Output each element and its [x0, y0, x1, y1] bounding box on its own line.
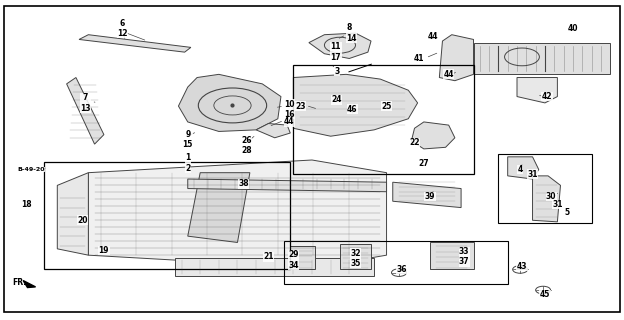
Polygon shape [430, 243, 474, 269]
Polygon shape [340, 244, 371, 269]
Polygon shape [309, 33, 371, 59]
Text: 1
2: 1 2 [185, 154, 190, 173]
Text: 19: 19 [99, 246, 109, 255]
FancyBboxPatch shape [4, 6, 620, 312]
Polygon shape [293, 74, 417, 136]
Polygon shape [439, 35, 474, 81]
Polygon shape [508, 157, 539, 179]
Polygon shape [392, 182, 461, 208]
Polygon shape [290, 246, 315, 269]
Text: 30: 30 [546, 192, 557, 201]
Polygon shape [175, 258, 374, 276]
Text: 38: 38 [238, 179, 249, 188]
Text: 33
37: 33 37 [459, 247, 469, 267]
Polygon shape [178, 74, 281, 132]
Text: 24: 24 [331, 95, 342, 104]
Text: 20: 20 [77, 216, 87, 225]
Text: 25: 25 [381, 101, 392, 111]
Text: FR.: FR. [12, 278, 27, 287]
Text: 32
35: 32 35 [350, 249, 361, 268]
Text: 40: 40 [568, 24, 578, 33]
Text: 36: 36 [397, 265, 407, 274]
Text: 4: 4 [517, 165, 523, 174]
Text: 11
17: 11 17 [331, 43, 341, 62]
Polygon shape [188, 173, 250, 243]
Text: 27: 27 [419, 159, 429, 168]
Text: 43: 43 [517, 262, 527, 271]
Text: 9
15: 9 15 [183, 130, 193, 149]
Text: 29
34: 29 34 [288, 250, 299, 270]
Polygon shape [188, 179, 386, 192]
Polygon shape [411, 122, 455, 149]
Text: 42: 42 [542, 92, 552, 101]
Polygon shape [89, 160, 386, 268]
Text: 8
14: 8 14 [346, 23, 357, 43]
Text: 3: 3 [334, 67, 339, 76]
Text: 45: 45 [540, 290, 550, 299]
Polygon shape [23, 281, 36, 288]
Text: 41: 41 [413, 54, 424, 63]
Polygon shape [474, 43, 610, 74]
Text: 46: 46 [347, 105, 358, 114]
Text: 5: 5 [564, 208, 569, 217]
Polygon shape [517, 77, 557, 103]
Text: 44: 44 [284, 117, 295, 126]
Text: 7
13: 7 13 [80, 93, 90, 113]
Text: 23: 23 [295, 101, 306, 111]
Text: 31: 31 [527, 170, 538, 179]
Text: 44: 44 [428, 32, 439, 41]
Polygon shape [532, 176, 560, 222]
Text: 44: 44 [444, 70, 454, 79]
Polygon shape [67, 77, 104, 144]
Text: 39: 39 [425, 192, 436, 201]
Text: 22: 22 [409, 138, 420, 147]
Text: 6
12: 6 12 [117, 19, 128, 38]
Polygon shape [79, 35, 191, 52]
Text: 26
28: 26 28 [241, 136, 252, 156]
Polygon shape [256, 124, 290, 138]
Text: 31: 31 [552, 200, 563, 209]
Polygon shape [57, 173, 89, 255]
Text: B-49-20: B-49-20 [17, 167, 44, 172]
Text: 21: 21 [263, 252, 274, 261]
Text: 10
16: 10 16 [284, 100, 295, 119]
Text: 18: 18 [21, 200, 32, 209]
